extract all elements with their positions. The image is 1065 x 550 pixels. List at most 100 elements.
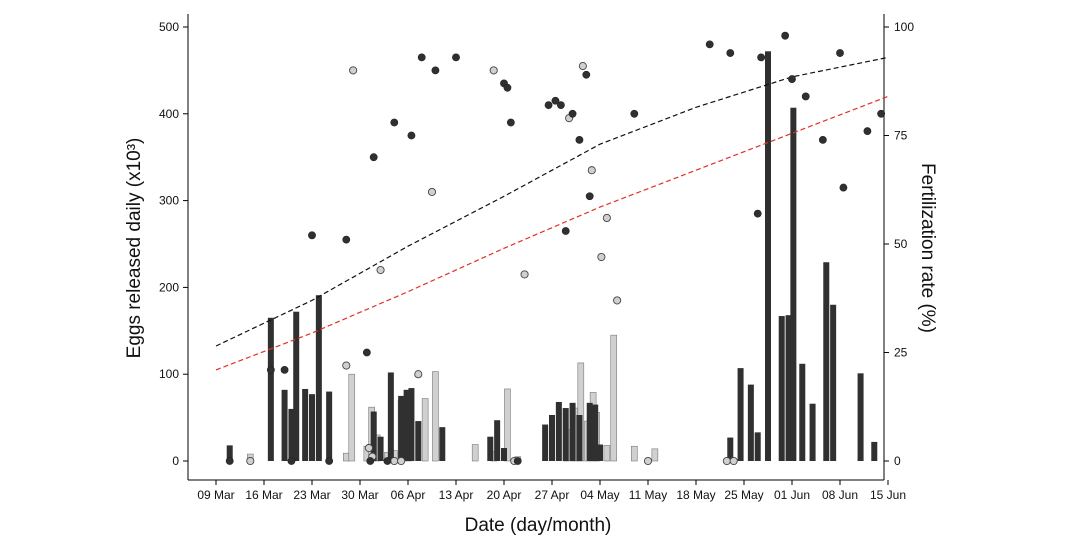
fertilization-point-dark	[726, 49, 735, 57]
y-left-tick-label: 400	[159, 107, 179, 121]
bar-dark	[765, 51, 771, 461]
fertilization-point-dark	[757, 53, 766, 62]
fertilization-point-dark	[788, 75, 796, 83]
fertilization-point-dark	[585, 192, 594, 201]
bar-light	[630, 445, 638, 462]
fertilization-point-dark	[705, 40, 714, 49]
bar-light	[603, 445, 611, 462]
x-tick-label: 20 Apr	[487, 488, 522, 502]
bar-dark	[592, 404, 599, 461]
fertilization-point-dark	[287, 457, 296, 465]
fertilization-point-dark	[362, 348, 371, 357]
fertilization-point-dark	[325, 457, 334, 465]
bar-dark	[857, 373, 864, 461]
fertilization-point-dark	[503, 83, 512, 92]
x-tick-label: 16 Mar	[245, 488, 282, 502]
bar-dark	[790, 107, 797, 461]
fertilization-point-dark	[369, 153, 378, 162]
bar-light	[651, 448, 659, 462]
bar-dark	[555, 401, 562, 461]
bar-dark	[569, 402, 576, 461]
bar-dark	[823, 262, 830, 461]
fertilization-point-dark	[308, 231, 316, 240]
y-left-tick-label: 200	[159, 280, 179, 294]
fertilization-point-dark	[452, 53, 460, 62]
bar-dark	[309, 394, 315, 461]
bar-dark	[377, 436, 384, 461]
x-tick-label: 09 Mar	[197, 488, 234, 502]
fertilization-point-dark	[568, 109, 577, 118]
bar-dark	[281, 389, 288, 461]
tick-labels: 0 100 200 300 400 500 0 25 50 75 100 09 Mar 16 Mar 23…	[159, 20, 914, 502]
fitted-curve-black	[215, 56, 889, 347]
fertilization-point-dark	[582, 70, 591, 79]
bar-dark	[403, 389, 410, 461]
bar-dark	[778, 316, 785, 461]
fertilization-point-dark	[513, 457, 522, 465]
fertilization-point-dark	[630, 109, 639, 118]
fertilization-point-dark	[266, 365, 275, 374]
x-tick-label: 06 Apr	[391, 488, 426, 502]
bar-dark	[326, 391, 333, 461]
bar-dark	[542, 424, 549, 461]
bar-light	[348, 373, 356, 462]
y-axis-left-title: Eggs released daily (x10³)	[124, 138, 145, 359]
y-right-tick-label: 0	[894, 454, 901, 468]
x-tick-label: 11 May	[629, 488, 667, 502]
fertilization-point-light	[390, 456, 399, 466]
bar-dark	[747, 384, 754, 461]
bar-dark	[398, 395, 405, 461]
x-tick-label: 08 Jun	[822, 488, 858, 502]
bar-dark	[586, 402, 593, 461]
fertilization-point-dark	[506, 118, 515, 127]
fertilization-point-dark	[801, 92, 810, 101]
bar-dark	[494, 420, 501, 461]
bar-dark	[302, 388, 309, 461]
fertilization-point-light	[587, 166, 596, 175]
fertilization-point-light	[489, 66, 498, 75]
bar-dark	[576, 414, 583, 461]
x-tick-label: 27 Apr	[535, 488, 570, 502]
bar-dark	[737, 368, 744, 461]
fertilization-point-dark	[407, 131, 416, 140]
axes	[183, 14, 889, 485]
x-tick-label: 15 Jun	[870, 488, 906, 502]
fertilization-point-dark	[342, 235, 351, 244]
fitted-curves	[215, 56, 889, 371]
fertilization-point-dark	[417, 53, 426, 62]
x-tick-label: 18 May	[676, 488, 715, 502]
fertilization-point-light	[246, 456, 255, 466]
bar-dark	[439, 427, 446, 461]
bar-dark	[785, 315, 792, 461]
bar-dark	[415, 421, 422, 461]
fertilization-point-dark	[551, 96, 560, 105]
bar-series	[226, 51, 878, 462]
fertilization-points	[225, 31, 886, 466]
y-right-tick-label: 50	[894, 237, 908, 251]
bar-dark	[267, 317, 274, 461]
bar-dark	[487, 436, 494, 461]
fertilization-point-dark	[225, 457, 234, 465]
fertilization-point-light	[722, 456, 731, 466]
fertilization-point-light	[597, 252, 606, 262]
fertilization-point-dark	[877, 109, 886, 118]
y-left-tick-label: 500	[159, 20, 179, 34]
fertilization-point-light	[520, 270, 529, 279]
bar-dark	[226, 445, 233, 461]
fertilization-point-dark	[383, 457, 392, 465]
fertilization-point-dark	[390, 118, 399, 127]
y-left-tick-label: 100	[159, 367, 179, 381]
y-right-tick-label: 75	[894, 129, 908, 143]
fertilization-point-light	[578, 62, 587, 71]
x-tick-label: 13 Apr	[439, 488, 474, 502]
fertilization-point-dark	[781, 31, 790, 40]
bar-light	[342, 452, 350, 462]
fertilization-point-light	[427, 187, 437, 196]
bar-light	[432, 371, 439, 462]
bar-dark	[315, 295, 322, 461]
bar-dark	[830, 304, 837, 461]
fertilization-point-dark	[863, 127, 872, 136]
fertilization-point-light	[349, 66, 358, 75]
fertilization-point-light	[643, 456, 653, 466]
x-tick-label: 25 May	[724, 488, 763, 502]
